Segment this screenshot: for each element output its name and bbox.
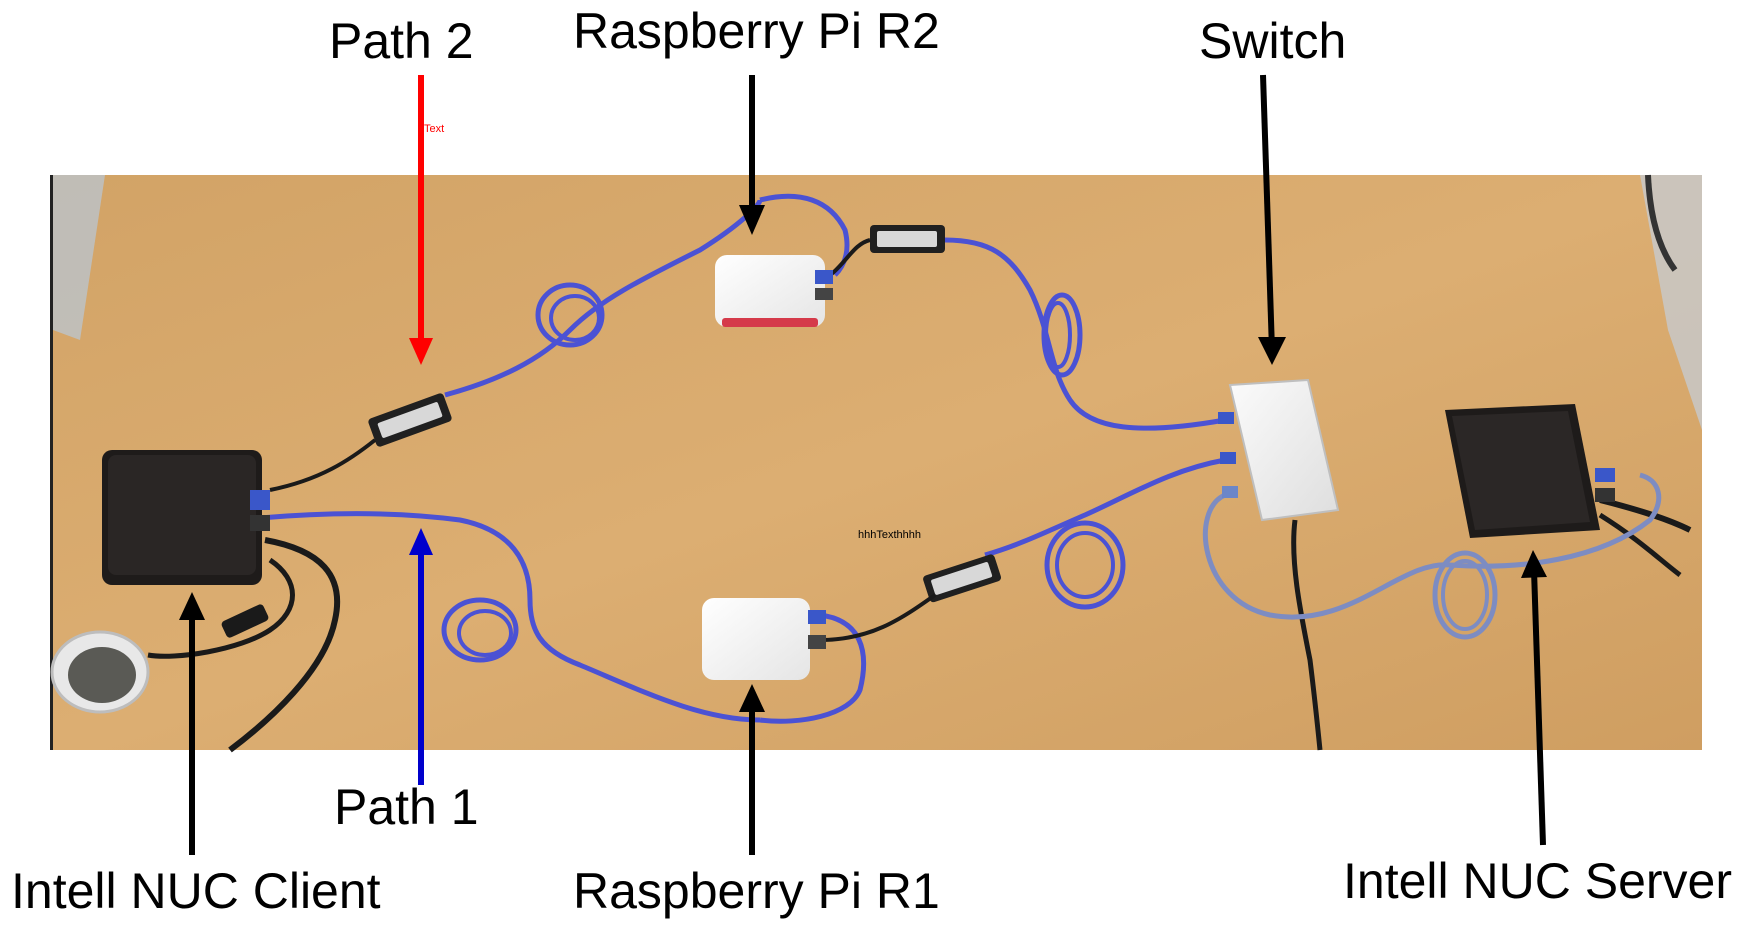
switch-label: Switch — [1199, 13, 1347, 69]
path2-cable-coil — [535, 282, 605, 348]
dongle-path2-client-cable — [269, 438, 377, 492]
nuc-server-arrow — [1531, 569, 1546, 846]
path1-cable-coil-4 — [1055, 531, 1115, 599]
red-note: Text — [424, 123, 445, 135]
path2-cable-a — [444, 199, 763, 398]
path2-cable-coil-4 — [1044, 301, 1072, 369]
path1-cable-a — [259, 511, 761, 723]
pointer-arrows — [179, 74, 1547, 855]
path1-label: Path 1 — [334, 779, 479, 835]
client-power-cable-2 — [147, 557, 295, 659]
center-note: hhhTexthhhh — [858, 530, 921, 541]
table-surface — [50, 175, 1702, 750]
center-note-a: hhh — [858, 529, 877, 541]
photo-left-border — [50, 175, 53, 750]
path1-cable-coil-3 — [1044, 520, 1126, 610]
server-power-cable-2 — [1598, 512, 1682, 577]
dongle-path1-r1-cable — [819, 593, 937, 642]
nuc-server-arrowhead — [1521, 550, 1547, 578]
nuc-client-arrowhead — [179, 592, 205, 620]
nuc-client-label: Intell NUC Client — [11, 863, 381, 919]
switch-power-cable — [1291, 519, 1323, 751]
path1-cable-coil-2 — [457, 609, 513, 657]
switch-arrow — [1260, 74, 1275, 351]
center-note-c: hhhh — [896, 529, 922, 541]
switch-device — [1218, 378, 1340, 522]
pi-r2-label: Raspberry Pi R2 — [573, 3, 940, 59]
server-cable-coil-2 — [1441, 559, 1489, 631]
client-power-cable — [228, 537, 341, 753]
background-left-corner — [53, 175, 105, 340]
pi-r2-arrowhead — [739, 205, 765, 235]
server-cable — [1203, 472, 1662, 620]
pi-r2-device — [715, 255, 833, 327]
switch-arrowhead — [1258, 337, 1286, 365]
pi-r1-arrowhead — [739, 684, 765, 712]
cable-grommet-hole — [68, 647, 136, 703]
dongle-path1-r1 — [923, 554, 1002, 603]
server-cable-coil — [1432, 550, 1498, 640]
path1-cable-c — [984, 457, 1226, 558]
path2-label: Path 2 — [329, 13, 474, 69]
dongle-path2-r2 — [870, 225, 945, 253]
pi-r1-device — [702, 598, 826, 680]
nuc-server-label: Intell NUC Server — [1343, 853, 1732, 909]
pi-r1-label: Raspberry Pi R1 — [573, 863, 940, 919]
path1-arrowhead — [409, 528, 433, 555]
table-photo — [50, 174, 1702, 753]
path2-cable-coil-2 — [549, 294, 601, 342]
path1-cable-b — [759, 612, 867, 724]
nuc-server-device — [1445, 404, 1615, 538]
center-note-b: Text — [876, 529, 897, 541]
path1-cable-coil — [441, 597, 519, 663]
nuc-client-device — [102, 450, 270, 585]
background-right-cable — [1645, 174, 1678, 272]
dongle-path2-client — [368, 393, 452, 447]
path2-arrowhead — [409, 338, 433, 365]
client-power-plug — [221, 604, 269, 638]
background-right-corner — [1640, 175, 1702, 430]
